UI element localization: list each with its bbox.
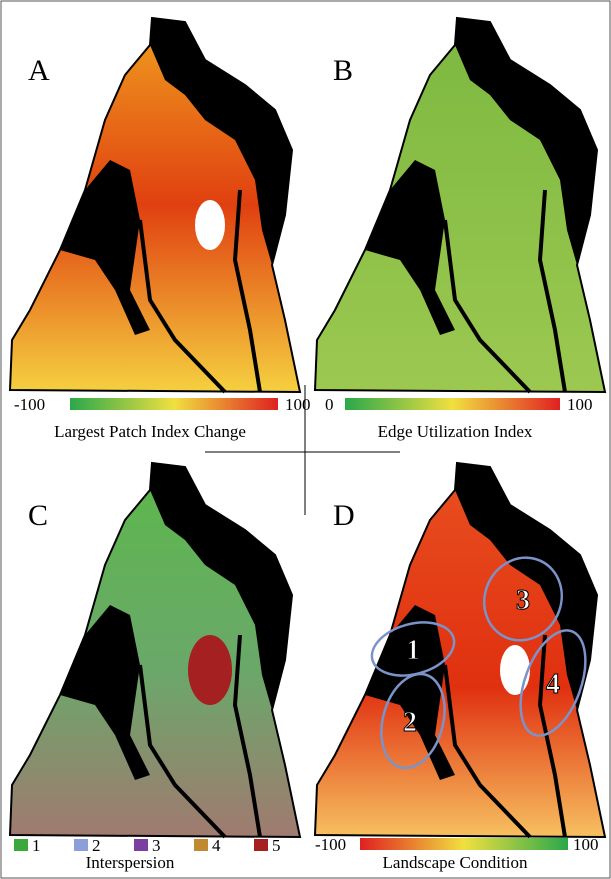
scale-max: 100 <box>573 835 599 854</box>
region-label: 1 <box>406 635 420 666</box>
panel-title: Edge Utilization Index <box>378 422 533 441</box>
panel-letter: D <box>333 499 355 532</box>
panel-title: Interspersion <box>86 853 175 872</box>
panel-a: A -100 100 Largest Patch Index Change <box>10 18 311 441</box>
color-bar <box>70 398 278 410</box>
panel-b: B 0 100 Edge Utilization Index <box>315 18 605 441</box>
legend-label: 5 <box>272 836 281 855</box>
panel-title: Largest Patch Index Change <box>54 422 246 441</box>
scale-max: 100 <box>567 395 593 414</box>
region-label: 3 <box>516 585 530 616</box>
panel-letter: B <box>333 54 353 87</box>
figure: A -100 100 Largest Patch Index Change B … <box>0 0 611 879</box>
scale-max: 100 <box>285 395 311 414</box>
panel-d: D 1 2 3 4 -100 100 Landscape Condition <box>315 463 605 872</box>
panel-letter: C <box>28 499 48 532</box>
panel-c: C 1 2 3 4 5 Interspersion <box>10 463 300 872</box>
scale-min: 0 <box>325 395 334 414</box>
color-bar <box>345 398 560 410</box>
scale-min: -100 <box>315 835 346 854</box>
panel-title: Landscape Condition <box>383 853 528 872</box>
scale-min: -100 <box>14 395 45 414</box>
region-label: 2 <box>403 707 417 738</box>
legend-label: 4 <box>212 836 221 855</box>
color-bar <box>360 838 568 850</box>
panel-letter: A <box>28 54 50 87</box>
legend-label: 1 <box>32 836 41 855</box>
region-label: 4 <box>546 669 560 700</box>
